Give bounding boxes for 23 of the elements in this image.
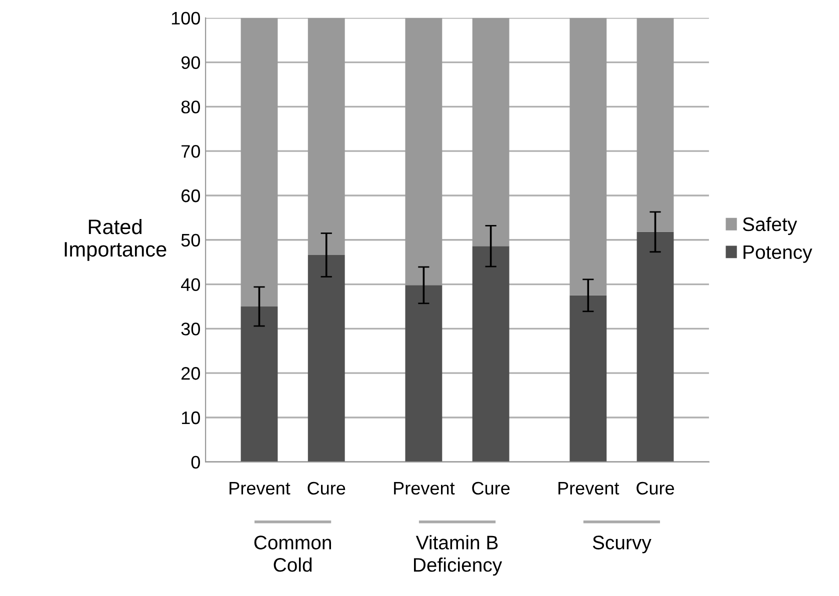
text: Common Cold [254,536,331,572]
x-tick-label: Cure [308,482,346,495]
y-tick-label: 10 [182,411,200,424]
y-tick-label: 50 [181,234,200,247]
y-tick-label: 70 [182,145,200,158]
x-tick-label: Prevent [558,482,620,495]
text: Vitamin B Deficiency [414,535,502,576]
y-tick-label: 80 [181,100,200,114]
y-tick-label: 20 [182,367,200,380]
y-tick-label: 100 [172,12,200,25]
y-tick-label: 60 [182,189,200,202]
x-tick-label: Cure [636,482,674,495]
x-tick-label: Prevent [230,482,290,495]
x-tick-label: Prevent [394,482,455,495]
text: Scurvy [592,536,652,554]
y-tick-label: 30 [181,322,200,336]
y-axis-title: Rated Importance [64,218,166,261]
y-tick-label: 0 [191,456,200,469]
legend-label: Safety [742,216,798,236]
y-tick-label: 40 [181,278,200,292]
y-tick-label: 90 [181,56,200,69]
legend-label: Potency [744,245,812,263]
x-tick-label: Cure [472,482,510,495]
